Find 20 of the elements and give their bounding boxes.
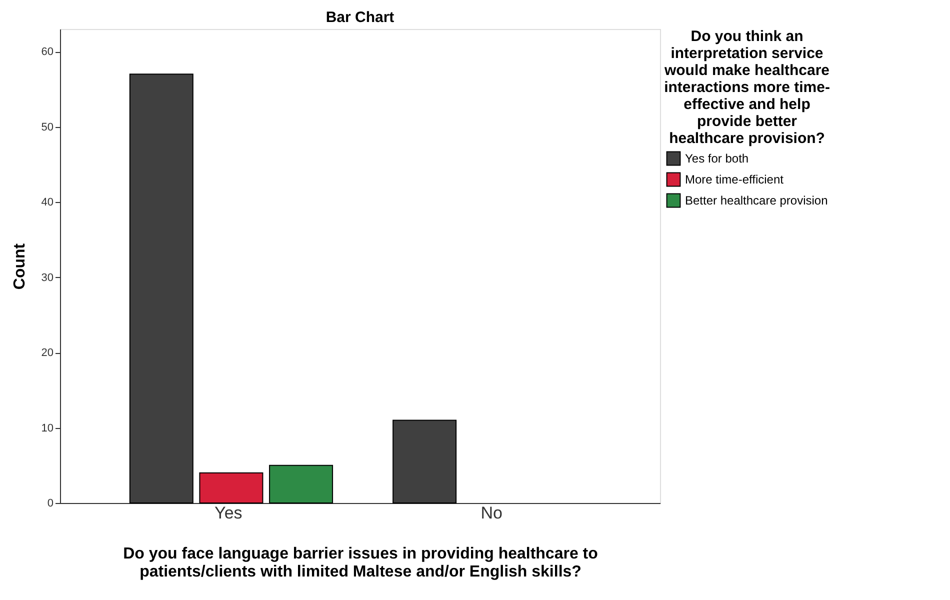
legend-title: Do you think an interpretation service would make healthcare interactions more time-effective and help provide better healthcare provision? bbox=[663, 28, 830, 147]
x-tick-label: No bbox=[480, 504, 502, 522]
y-tick-label: 0 bbox=[47, 498, 54, 510]
chart-title: Bar Chart bbox=[326, 9, 394, 26]
x-axis-title: Do you face language barrier issues in providing healthcare to patients/clients with limited Maltese and/or English skills? bbox=[123, 546, 598, 580]
legend-label: More time-efficient bbox=[685, 172, 784, 186]
x-tick-label: Yes bbox=[214, 504, 242, 522]
y-tick-label: 50 bbox=[41, 121, 54, 134]
bar bbox=[199, 472, 264, 504]
y-axis-title: Count bbox=[11, 242, 28, 290]
y-tick-label: 60 bbox=[41, 46, 54, 58]
bar bbox=[129, 74, 194, 504]
y-tick-label: 30 bbox=[41, 272, 54, 284]
legend-label: Better healthcare provision bbox=[685, 194, 828, 208]
y-tick-label: 40 bbox=[41, 196, 54, 209]
y-tick-label: 20 bbox=[41, 347, 54, 360]
bar bbox=[392, 420, 457, 504]
bar bbox=[269, 464, 334, 504]
legend-label: Yes for both bbox=[685, 152, 749, 166]
y-tick-label: 10 bbox=[41, 422, 54, 434]
